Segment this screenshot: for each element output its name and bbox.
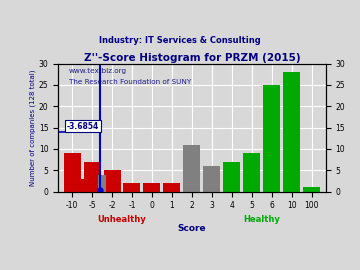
Title: Z''-Score Histogram for PRZM (2015): Z''-Score Histogram for PRZM (2015) [84,53,300,63]
Bar [64,153,81,192]
Bar [283,72,300,192]
X-axis label: Score: Score [177,224,206,233]
Text: www.textbiz.org: www.textbiz.org [69,68,127,73]
Y-axis label: Number of companies (128 total): Number of companies (128 total) [30,69,36,186]
Bar [143,183,161,192]
Text: -3.6854: -3.6854 [67,122,99,131]
Bar [104,170,121,192]
Text: The Research Foundation of SUNY: The Research Foundation of SUNY [69,79,191,85]
Bar [243,153,260,192]
Bar [123,183,140,192]
Bar [223,162,240,192]
Bar [183,145,200,192]
Bar [84,162,100,192]
Bar [263,85,280,192]
Text: Industry: IT Services & Consulting: Industry: IT Services & Consulting [99,36,261,45]
Bar [203,166,220,192]
Bar [78,179,86,192]
Bar [303,187,320,192]
Bar [98,175,106,192]
Text: Healthy: Healthy [243,215,280,224]
Bar [163,183,180,192]
Text: Unhealthy: Unhealthy [98,215,147,224]
